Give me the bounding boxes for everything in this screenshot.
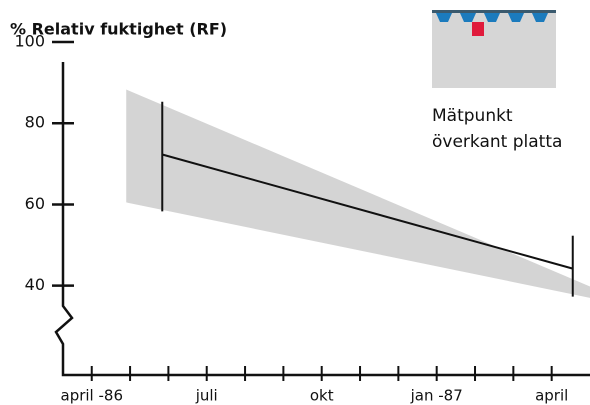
y-tick-label: 80 [25,113,45,132]
surface [432,10,556,13]
x-tick-label: okt [310,387,334,405]
measure-point [472,22,484,36]
inset-diagram [432,10,556,88]
x-tick-label: april [535,387,568,405]
slab [432,12,556,88]
x-tick-label: juli [195,387,218,405]
y-tick-label: 100 [14,32,45,51]
y-tick-label: 60 [25,194,45,213]
x-tick-label: jan -87 [410,387,463,405]
range-band [126,90,590,298]
x-tick-label: april -86 [61,387,123,405]
annotation: överkant platta [432,132,562,152]
chart: % Relativ fuktighet (RF) Mätpunkt överka… [0,0,590,405]
annotation: Mätpunkt [432,106,513,126]
y-tick-label: 40 [25,275,45,294]
